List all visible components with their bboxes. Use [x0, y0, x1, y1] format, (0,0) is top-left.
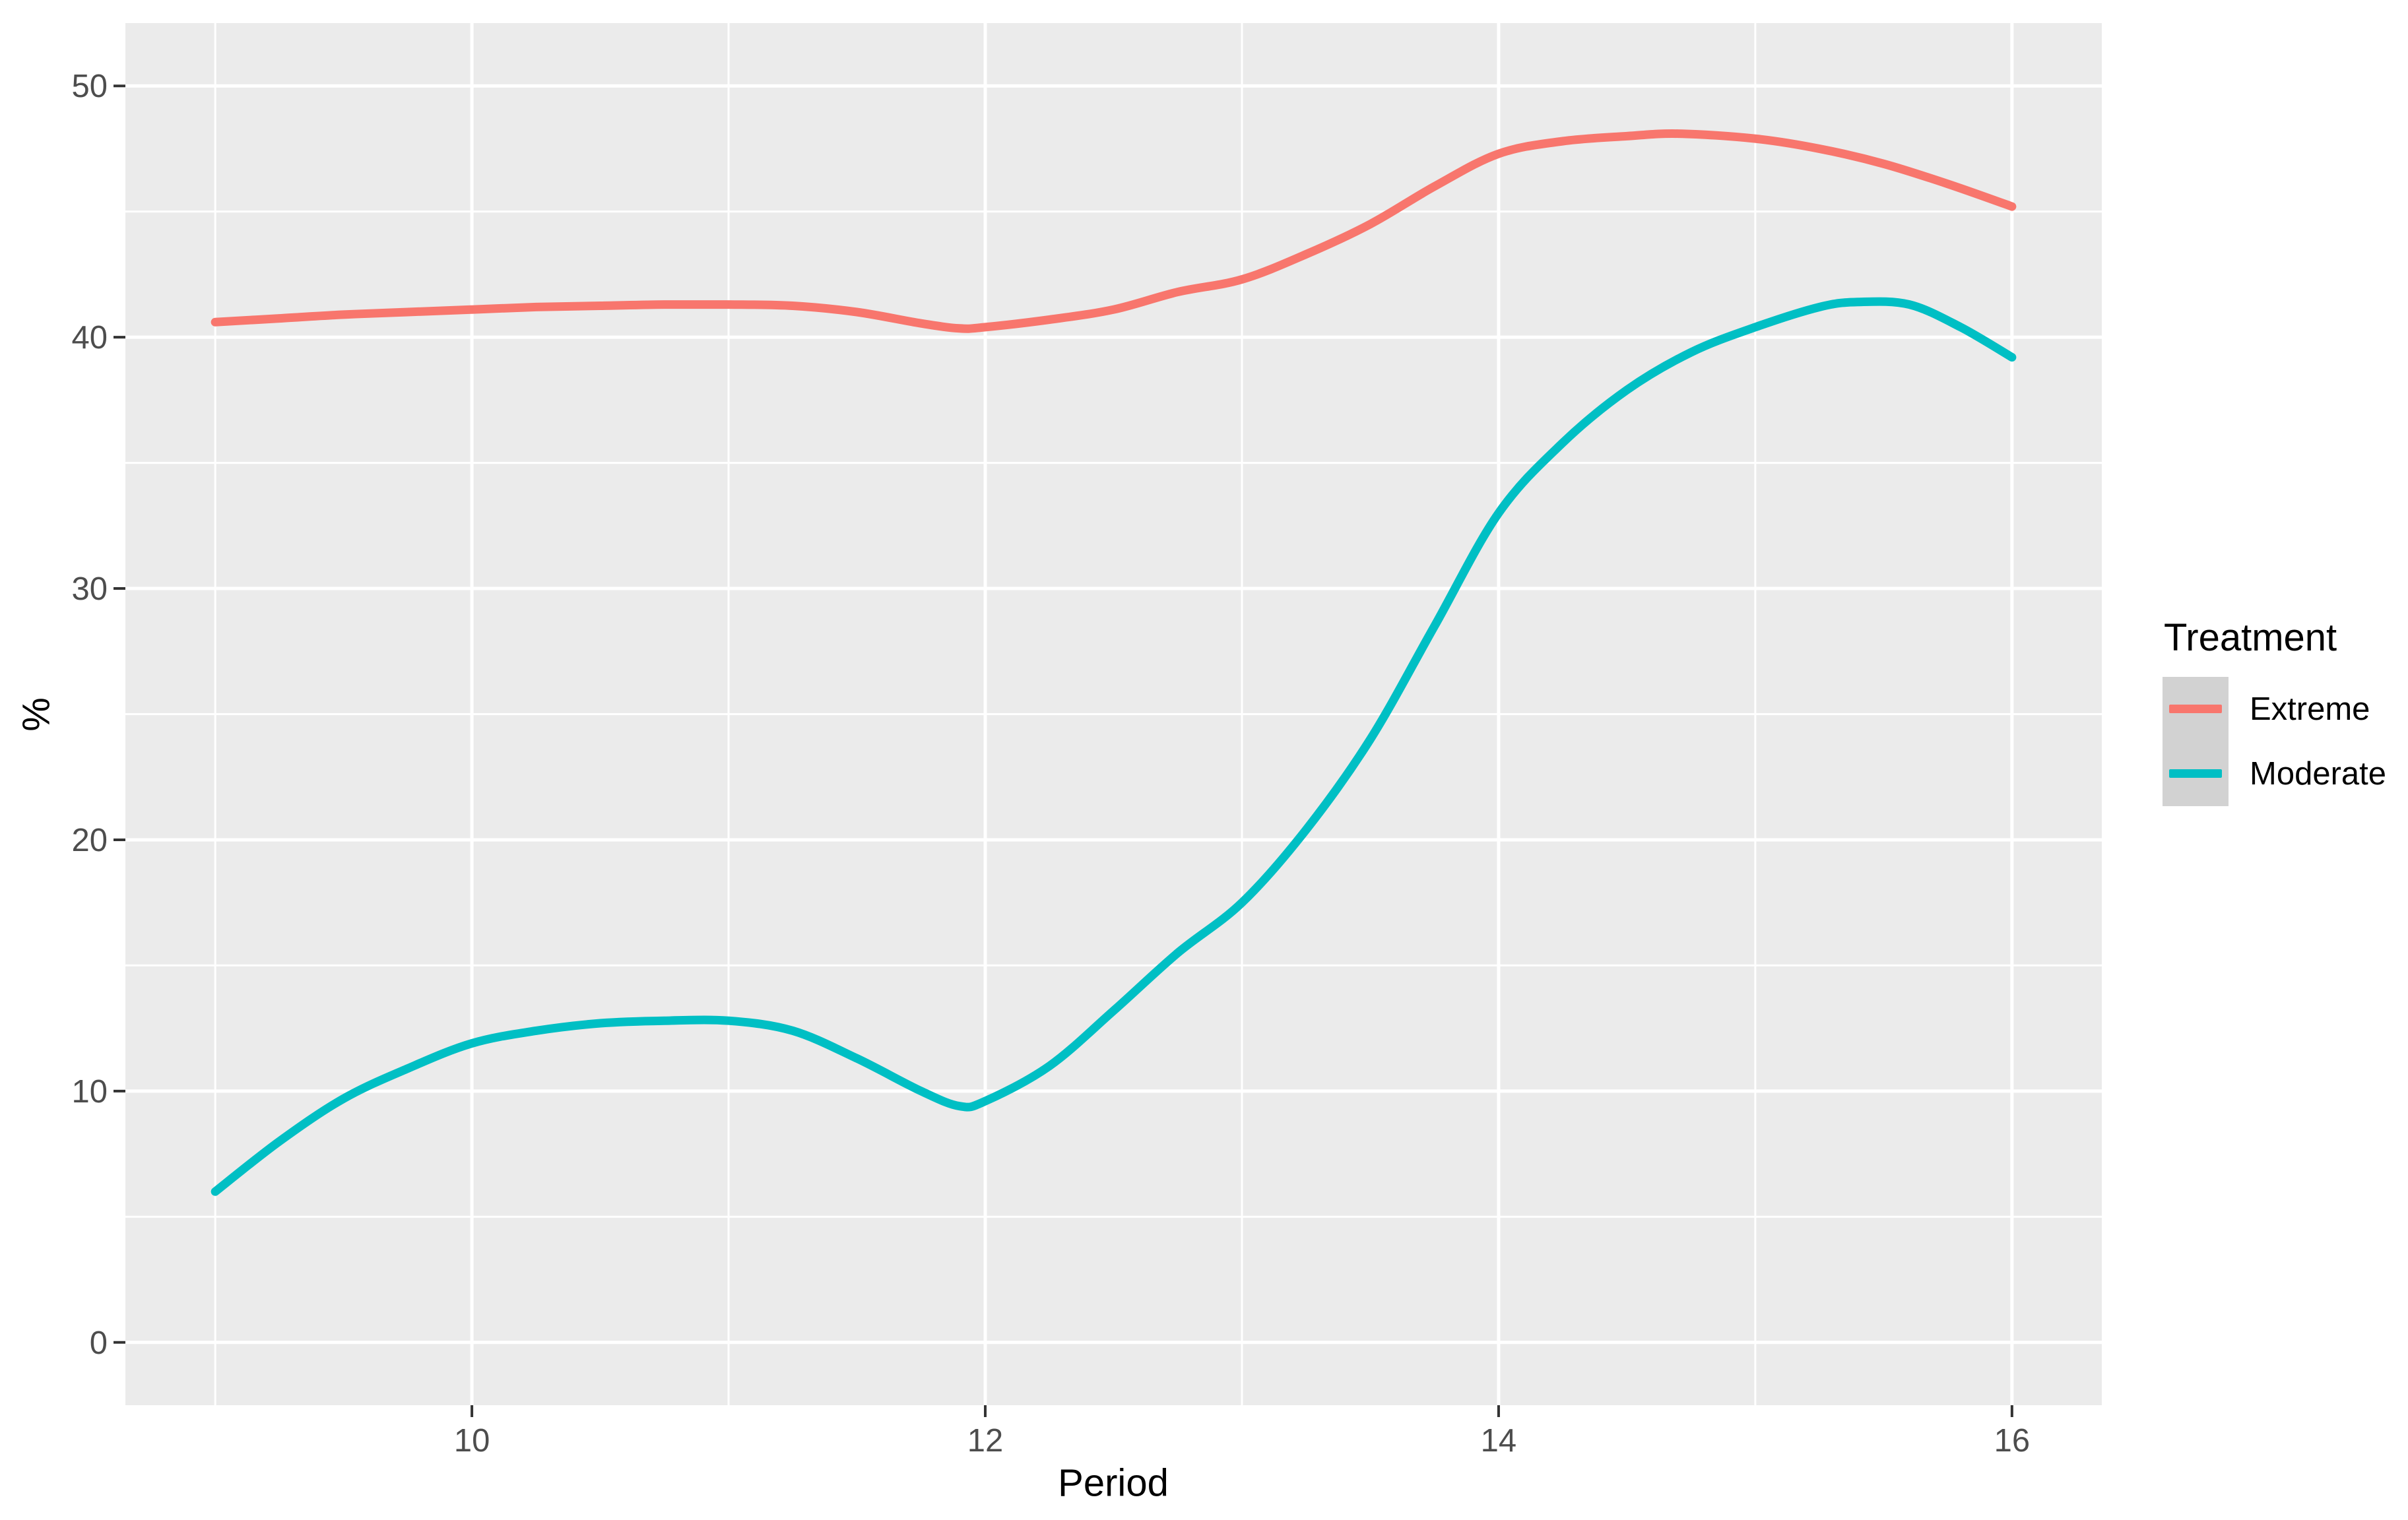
legend-key-swatch	[2163, 677, 2229, 742]
legend-key-swatch	[2163, 742, 2229, 806]
legend: Treatment Extreme Moderate	[2163, 616, 2386, 806]
legend-label-moderate: Moderate	[2250, 756, 2387, 792]
y-tick-label: 50	[71, 69, 108, 104]
y-tick-label: 10	[71, 1074, 108, 1110]
x-tick-label: 14	[1481, 1423, 1517, 1459]
line-moderate	[211, 297, 2017, 1196]
line-extreme	[211, 129, 2017, 333]
y-tick-label: 40	[71, 320, 108, 356]
legend-keys: Extreme Moderate	[2163, 677, 2386, 806]
legend-label-extreme: Extreme	[2250, 691, 2370, 727]
y-axis-title: %	[15, 697, 58, 732]
y-tick-label: 20	[71, 823, 108, 858]
y-tick-label: 30	[71, 571, 108, 607]
legend-key-line-moderate	[2169, 769, 2222, 778]
legend-entry-moderate: Moderate	[2163, 742, 2386, 806]
x-tick-label: 12	[967, 1423, 1004, 1459]
x-tick-label: 10	[454, 1423, 490, 1459]
legend-entry-extreme: Extreme	[2163, 677, 2386, 742]
legend-title: Treatment	[2164, 616, 2337, 659]
x-tick-label: 16	[1994, 1423, 2031, 1459]
x-axis-title: Period	[1058, 1461, 1169, 1505]
legend-key-line-extreme	[2169, 705, 2222, 713]
y-tick-label: 0	[90, 1325, 108, 1361]
